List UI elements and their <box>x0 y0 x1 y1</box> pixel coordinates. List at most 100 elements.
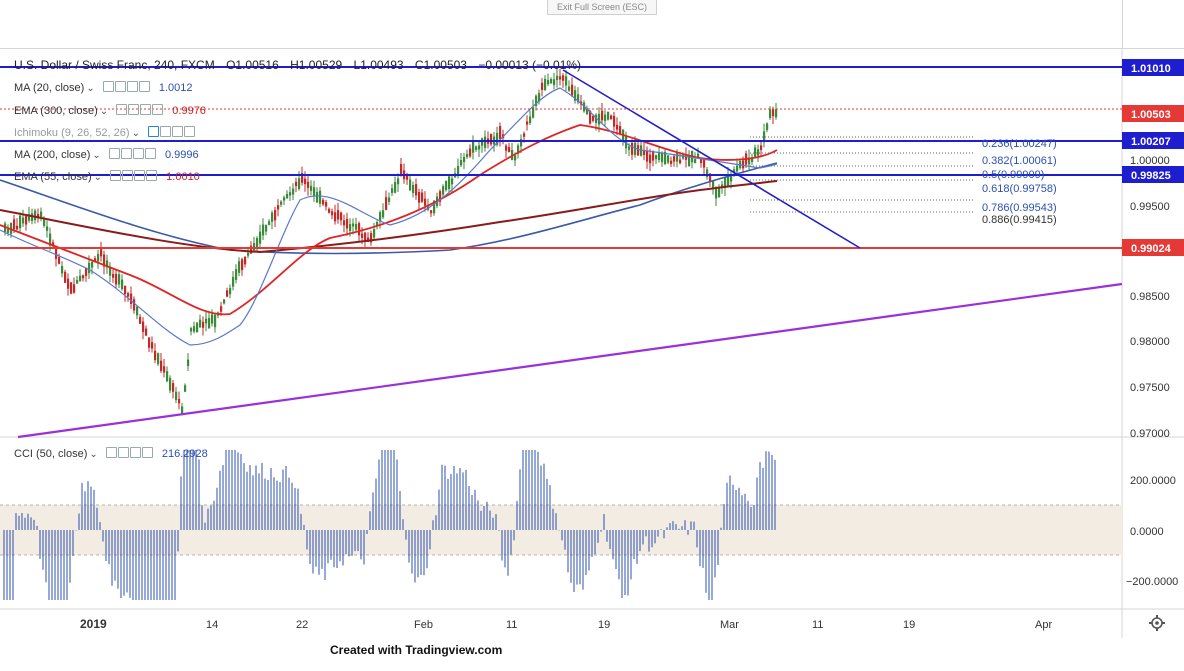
legend-ma20[interactable]: MA (20, close) ⌄ 1.0012 <box>14 81 192 94</box>
indicator-label: CCI (50, close) <box>14 448 88 460</box>
legend-ma200[interactable]: MA (200, close) ⌄ 0.9996 <box>14 148 199 161</box>
candle-body <box>139 316 142 324</box>
fibonacci-retracement[interactable]: 0.236(1.00247) 0.382(1.00061) 0.5(0.9990… <box>750 136 1057 226</box>
plus-icon[interactable] <box>140 104 152 115</box>
price-scale[interactable]: 1.00000 0.99500 0.98500 0.98000 0.97500 … <box>1122 59 1184 440</box>
candle-body <box>187 359 190 367</box>
candle-body <box>580 101 583 105</box>
plus-icon[interactable] <box>132 148 144 159</box>
eye-icon[interactable] <box>105 447 117 458</box>
candle-body <box>628 146 631 150</box>
indicator-value: 0.9976 <box>172 105 206 117</box>
indicator-value: 216.2928 <box>161 448 208 460</box>
candle-body <box>205 318 208 324</box>
candle-body <box>463 157 466 162</box>
close-icon[interactable] <box>184 126 196 137</box>
close-icon[interactable] <box>138 81 150 92</box>
candle-body <box>520 139 523 147</box>
gear-icon[interactable] <box>160 126 172 137</box>
candle-body <box>685 154 688 160</box>
close-icon[interactable] <box>146 170 158 181</box>
candle-body <box>496 132 499 145</box>
close-icon[interactable] <box>152 104 164 115</box>
candle-body <box>292 188 295 195</box>
gear-icon[interactable] <box>120 148 132 159</box>
candle-body <box>400 163 403 177</box>
candle-body <box>340 212 343 221</box>
chevron-down-icon[interactable]: ⌄ <box>131 128 140 139</box>
eye-icon[interactable] <box>108 148 120 159</box>
candle-body <box>547 80 550 85</box>
candle-body <box>466 153 469 158</box>
plus-icon[interactable] <box>129 447 141 458</box>
chevron-down-icon[interactable]: ⌄ <box>93 172 103 183</box>
exit-fullscreen-button[interactable]: Exit Full Screen (ESC) <box>547 0 657 15</box>
ohlc-low: L1.00493 <box>353 58 404 72</box>
chart-top-border <box>0 48 1184 49</box>
candle-body <box>568 86 571 91</box>
candle-body <box>298 178 301 189</box>
indicator-value: 0.9996 <box>164 149 199 161</box>
candle-body <box>412 184 415 194</box>
candle-body <box>307 181 310 188</box>
plus-icon[interactable] <box>134 170 146 181</box>
candle-body <box>334 212 337 222</box>
ema300-line <box>0 180 778 254</box>
gear-icon[interactable] <box>128 104 140 115</box>
candle-body <box>619 126 622 134</box>
price-label-100207: 1.00207 <box>1131 136 1171 148</box>
eye-icon[interactable] <box>102 81 114 92</box>
candle-body <box>310 185 313 191</box>
candle-body <box>472 140 475 153</box>
plus-icon[interactable] <box>172 126 184 137</box>
eye-icon[interactable] <box>148 126 160 137</box>
symbol-title[interactable]: U.S. Dollar / Swiss Franc, 240, FXCM <box>14 58 215 72</box>
candle-body <box>475 146 478 150</box>
cci-scale[interactable]: 200.0000 0.0000 −200.0000 <box>1126 475 1178 588</box>
settings-gear-icon[interactable] <box>1149 615 1165 631</box>
chevron-down-icon[interactable]: ⌄ <box>86 83 95 94</box>
cci-band <box>0 505 1122 555</box>
candle-body <box>688 155 691 167</box>
candle-body <box>544 78 547 90</box>
legend-ichimoku[interactable]: Ichimoku (9, 26, 52, 26) ⌄ <box>14 126 196 139</box>
legend-cci[interactable]: CCI (50, close) ⌄ 216.2928 <box>14 447 208 460</box>
eye-icon[interactable] <box>116 104 128 115</box>
close-icon[interactable] <box>141 447 153 458</box>
time-tick: 19 <box>903 619 915 631</box>
fib-label-0236: 0.236(1.00247) <box>982 138 1057 150</box>
candle-body <box>160 360 163 371</box>
candle-body <box>721 184 724 188</box>
footer-credit: Created with Tradingview.com <box>330 643 503 657</box>
chevron-down-icon[interactable]: ⌄ <box>89 449 98 460</box>
gear-icon[interactable] <box>117 447 129 458</box>
candle-body <box>451 178 454 185</box>
time-axis[interactable]: 2019 14 22 Feb 11 19 Mar 11 19 Apr <box>80 617 1052 631</box>
candle-body <box>460 159 463 166</box>
candle-body <box>667 155 670 163</box>
ascending-trendline[interactable] <box>17 282 1123 439</box>
gear-icon[interactable] <box>122 170 134 181</box>
legend-ema55[interactable]: EMA (55, close) ⌄ 1.0010 <box>14 170 200 183</box>
candle-body <box>25 215 28 225</box>
plus-icon[interactable] <box>126 81 138 92</box>
separator <box>1122 0 1123 48</box>
gear-icon[interactable] <box>114 81 126 92</box>
chevron-down-icon[interactable]: ⌄ <box>92 150 101 161</box>
candle-body <box>673 156 676 162</box>
candle-body <box>244 256 247 265</box>
price-label-099825: 0.99825 <box>1131 170 1171 182</box>
candle-body <box>304 178 307 185</box>
descending-trendline[interactable] <box>562 69 861 249</box>
close-icon[interactable] <box>144 148 156 159</box>
candle-body <box>145 328 148 336</box>
chevron-down-icon[interactable]: ⌄ <box>99 106 109 117</box>
legend-ema300[interactable]: EMA (300, close) ⌄ 0.9976 <box>14 104 206 117</box>
price-label-bg <box>1122 166 1184 183</box>
candle-body <box>664 151 667 165</box>
candle-body <box>670 160 673 165</box>
candle-body <box>457 165 460 176</box>
eye-icon[interactable] <box>110 170 122 181</box>
candle-body <box>136 306 139 316</box>
